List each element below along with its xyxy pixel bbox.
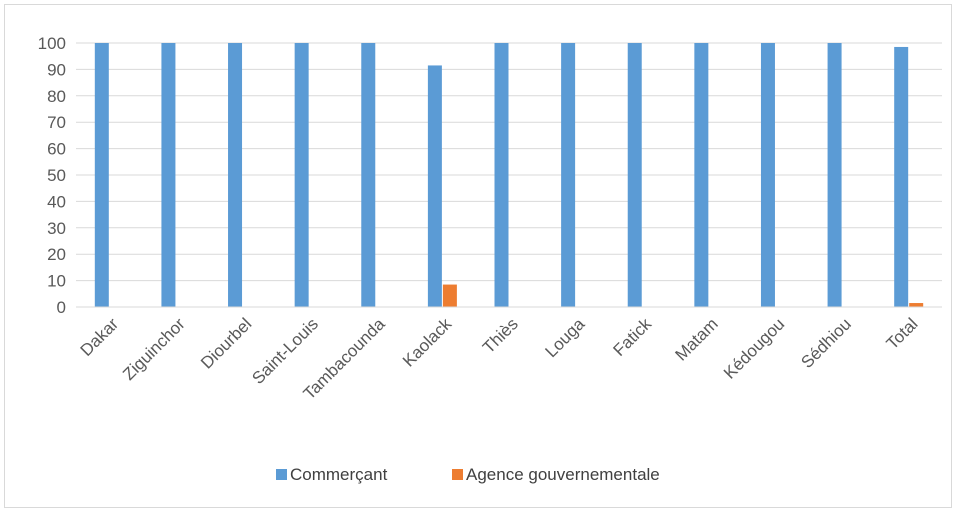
bar-agence-12 bbox=[909, 303, 924, 307]
x-tick-label: Kaolack bbox=[399, 314, 456, 371]
y-tick-label: 50 bbox=[47, 166, 66, 185]
y-tick-label: 20 bbox=[47, 245, 66, 264]
x-tick-label: Louga bbox=[542, 314, 589, 361]
y-tick-label: 60 bbox=[47, 140, 66, 159]
bar-commercant-8 bbox=[627, 43, 642, 307]
bar-commercant-0 bbox=[94, 43, 109, 307]
bar-commercant-3 bbox=[294, 43, 309, 307]
bar-commercant-5 bbox=[427, 65, 442, 307]
bar-commercant-9 bbox=[694, 43, 709, 307]
x-tick-label: Kédougou bbox=[720, 314, 788, 382]
y-axis-tick-labels: 0 10 20 30 40 50 60 70 80 90 100 bbox=[38, 34, 66, 317]
bars bbox=[94, 43, 924, 308]
bar-agence-5 bbox=[442, 284, 457, 307]
legend: Commerçant Agence gouvernementale bbox=[276, 465, 660, 484]
legend-swatch-agence bbox=[452, 469, 463, 480]
bar-commercant-1 bbox=[161, 43, 176, 307]
x-tick-label: Thiès bbox=[479, 314, 522, 357]
x-tick-label: Fatick bbox=[610, 314, 656, 360]
x-tick-label: Ziguinchor bbox=[119, 314, 189, 384]
gridlines bbox=[76, 42, 942, 308]
y-tick-label: 90 bbox=[47, 60, 66, 79]
legend-swatch-commercant bbox=[276, 469, 287, 480]
y-tick-label: 70 bbox=[47, 113, 66, 132]
y-tick-label: 40 bbox=[47, 192, 66, 211]
bar-commercant-10 bbox=[760, 43, 775, 307]
x-tick-label: Matam bbox=[671, 314, 721, 364]
bar-commercant-7 bbox=[561, 43, 576, 307]
legend-label-commercant: Commerçant bbox=[290, 465, 388, 484]
bar-commercant-12 bbox=[894, 46, 909, 308]
bar-commercant-6 bbox=[494, 43, 509, 307]
x-tick-label: Sédhiou bbox=[797, 314, 855, 372]
legend-label-agence: Agence gouvernementale bbox=[466, 465, 660, 484]
y-tick-label: 80 bbox=[47, 87, 66, 106]
y-tick-label: 30 bbox=[47, 219, 66, 238]
y-tick-label: 0 bbox=[57, 298, 66, 317]
bar-commercant-2 bbox=[228, 43, 243, 307]
x-tick-label: Total bbox=[883, 314, 922, 353]
x-tick-label: Diourbel bbox=[197, 314, 255, 372]
bar-commercant-4 bbox=[361, 43, 376, 307]
x-tick-label: Dakar bbox=[77, 314, 123, 360]
y-tick-label: 10 bbox=[47, 272, 66, 291]
bar-commercant-11 bbox=[827, 43, 842, 307]
x-tick-label: Saint-Louis bbox=[248, 314, 322, 388]
y-tick-label: 100 bbox=[38, 34, 66, 53]
